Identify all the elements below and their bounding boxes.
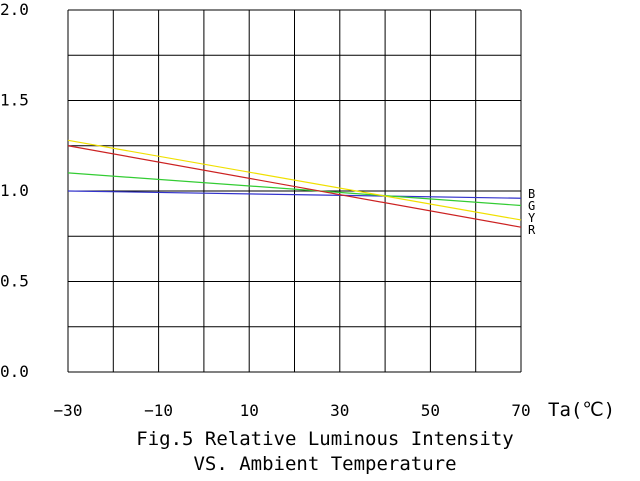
chart-series — [67, 139, 522, 228]
y-tick-label: 2.0 — [0, 0, 29, 19]
x-tick-label: −10 — [144, 401, 173, 420]
series-line-b — [67, 190, 522, 199]
series-line-r — [67, 145, 522, 228]
series-label-g: G — [528, 199, 535, 213]
chart-grid — [67, 9, 522, 373]
x-tick-label: 10 — [240, 401, 259, 420]
x-tick-label: −30 — [54, 401, 83, 420]
y-axis-ticks: 0.0 0.5 1.5 2.0 1.0 — [0, 0, 29, 381]
x-axis-label: Ta(℃) — [548, 399, 615, 421]
series-line-g — [67, 172, 522, 207]
x-tick-label: 50 — [421, 401, 440, 420]
series-label-y: Y — [528, 211, 536, 225]
x-tick-label: 70 — [511, 401, 530, 420]
series-line-y — [67, 139, 522, 221]
y-tick-label: 0.5 — [0, 272, 29, 291]
series-label-b: B — [528, 187, 535, 201]
x-tick-label: 30 — [330, 401, 349, 420]
y-tick-label: 1.0 — [0, 181, 29, 200]
chart-subtitle: VS. Ambient Temperature — [193, 453, 457, 475]
y-tick-label: 0.0 — [0, 362, 29, 381]
series-label-r: R — [528, 223, 536, 237]
chart-title: Fig.5 Relative Luminous Intensity — [136, 428, 514, 450]
x-axis-ticks: −30 −10 10 30 50 70 — [54, 401, 531, 420]
y-tick-label: 1.5 — [0, 91, 29, 110]
